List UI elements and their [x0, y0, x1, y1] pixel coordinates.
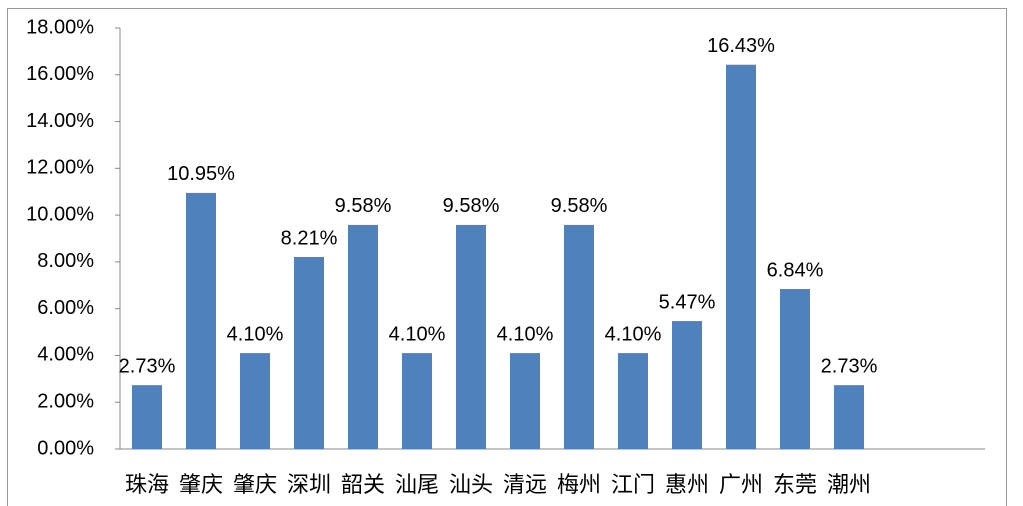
y-tick-label: 16.00%	[26, 63, 94, 85]
y-tick-label: 8.00%	[37, 250, 94, 272]
y-tick-label: 0.00%	[37, 437, 94, 459]
value-label: 4.10%	[227, 323, 284, 345]
bar	[672, 321, 702, 449]
value-label: 8.21%	[281, 227, 338, 249]
x-tick-label: 韶关	[341, 472, 385, 497]
value-label: 10.95%	[167, 163, 235, 185]
value-label: 9.58%	[335, 195, 392, 217]
x-tick-label: 清远	[503, 472, 547, 497]
x-tick-label: 潮州	[827, 472, 871, 497]
x-tick-label: 肇庆	[179, 472, 223, 497]
y-tick-label: 14.00%	[26, 110, 94, 132]
value-label: 6.84%	[767, 259, 824, 281]
x-tick-label: 江门	[611, 472, 655, 497]
bar	[348, 224, 378, 449]
bar	[618, 353, 648, 449]
bar	[780, 289, 810, 449]
x-tick-label: 汕尾	[395, 472, 439, 497]
value-label: 16.43%	[707, 35, 775, 57]
y-tick-label: 6.00%	[37, 297, 94, 319]
x-tick-label: 广州	[719, 472, 763, 497]
value-label: 5.47%	[659, 291, 716, 313]
bar	[132, 385, 162, 449]
bar	[510, 353, 540, 449]
bar	[456, 224, 486, 449]
value-label: 9.58%	[551, 195, 608, 217]
value-label: 4.10%	[389, 323, 446, 345]
x-tick-label: 深圳	[287, 472, 331, 497]
x-tick-label: 珠海	[125, 472, 169, 497]
value-label: 4.10%	[605, 323, 662, 345]
bar	[402, 353, 432, 449]
bar	[294, 256, 324, 449]
value-label: 2.73%	[821, 355, 878, 377]
y-tick-label: 2.00%	[37, 391, 94, 413]
bar	[726, 64, 756, 450]
x-tick-label: 梅州	[557, 472, 601, 497]
y-tick-label: 10.00%	[26, 203, 94, 225]
y-tick-label: 12.00%	[26, 157, 94, 179]
x-tick-label: 肇庆	[233, 472, 277, 497]
bar	[240, 353, 270, 449]
value-label: 9.58%	[443, 195, 500, 217]
bar	[834, 385, 864, 449]
x-tick-label: 东莞	[773, 472, 817, 497]
x-tick-label: 汕头	[449, 472, 493, 497]
bar	[564, 224, 594, 449]
x-tick-label: 惠州	[665, 472, 709, 497]
y-tick-label: 18.00%	[26, 16, 94, 38]
value-label: 2.73%	[119, 355, 176, 377]
y-tick-label: 4.00%	[37, 344, 94, 366]
value-label: 4.10%	[497, 323, 554, 345]
bar	[186, 192, 216, 449]
